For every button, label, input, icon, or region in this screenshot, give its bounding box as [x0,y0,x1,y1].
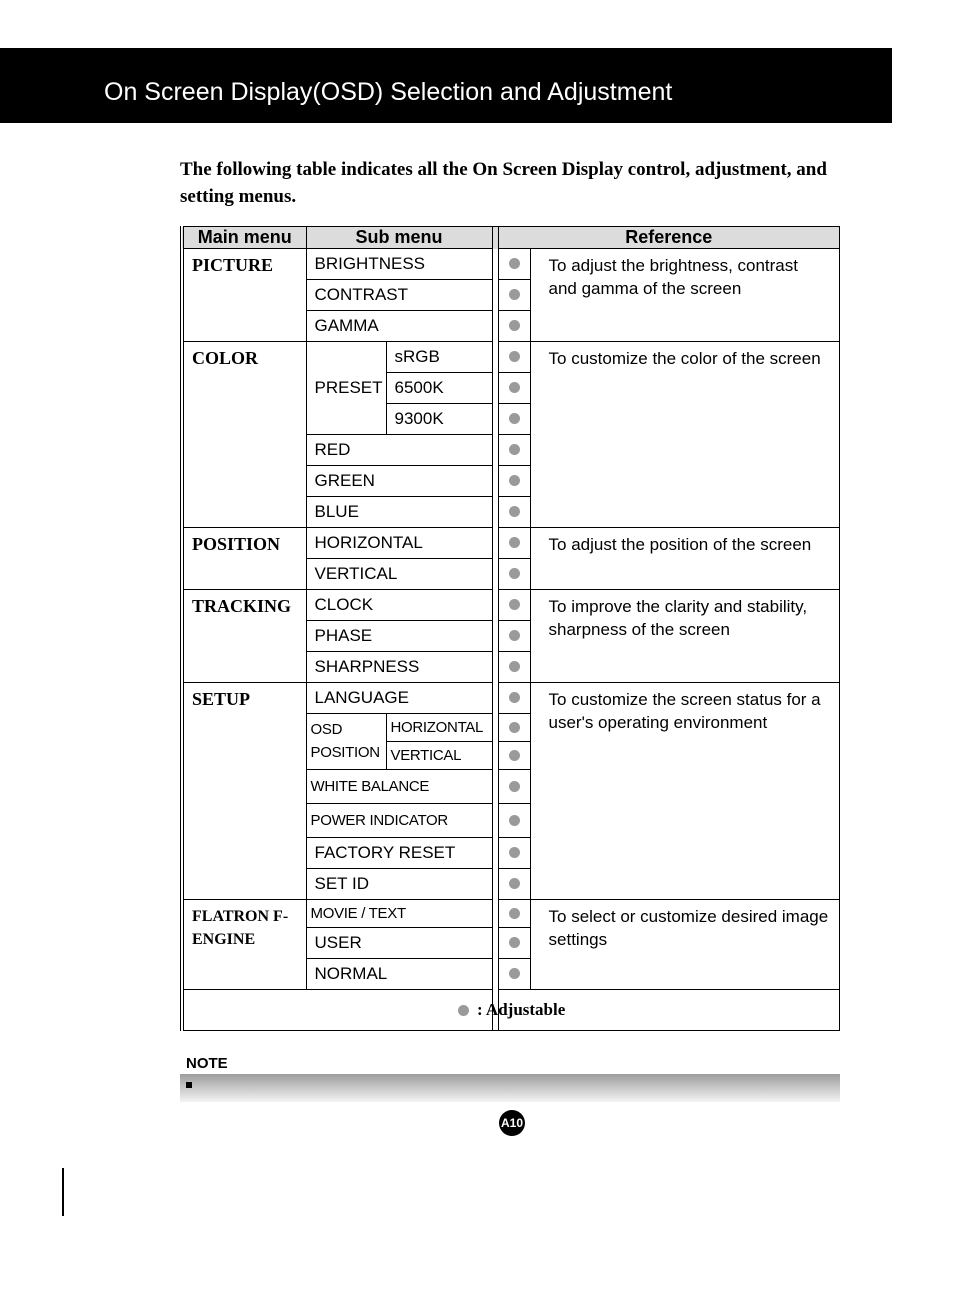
sub-user: USER [306,928,492,959]
sub-red: RED [306,435,492,466]
note-section: NOTE [180,1053,840,1102]
ref-position: To adjust the position of the screen [530,528,839,590]
sub-language: LANGUAGE [306,683,492,714]
sub-movie-text: MOVIE / TEXT [306,900,492,928]
dot [498,249,530,280]
sub-brightness: BRIGHTNESS [306,249,492,280]
sub-osd-h: HORIZONTAL [386,714,492,742]
main-position: POSITION [182,528,306,590]
ref-color: To customize the color of the screen [530,342,839,528]
sub-9300k: 9300K [386,404,492,435]
ref-fengine: To select or customize desired image set… [530,900,839,990]
page-header: On Screen Display(OSD) Selection and Adj… [0,48,892,123]
ref-setup: To customize the screen status for a use… [530,683,839,900]
osd-table: Main menu Sub menu Reference PICTURE BRI… [180,226,840,1031]
sub-osd-position: OSD POSITION [306,714,386,770]
crop-mark-top [890,48,892,96]
legend: : Adjustable [182,990,840,1031]
intro-text: The following table indicates all the On… [180,157,844,210]
sub-6500k: 6500K [386,373,492,404]
main-picture: PICTURE [182,249,306,342]
sub-blue: BLUE [306,497,492,528]
sub-factory-reset: FACTORY RESET [306,838,492,869]
main-fengine: FLATRON F-ENGINE [182,900,306,990]
sub-osd-v: VERTICAL [386,742,492,770]
page-number: A10 [180,1110,844,1136]
col-main: Main menu [182,227,306,249]
bullet-icon [186,1082,192,1088]
note-gradient [180,1074,840,1102]
sub-clock: CLOCK [306,590,492,621]
sub-srgb: sRGB [386,342,492,373]
sub-normal: NORMAL [306,959,492,990]
col-sub: Sub menu [306,227,492,249]
dot-icon [458,1005,469,1016]
legend-text: : Adjustable [477,1000,565,1019]
sub-green: GREEN [306,466,492,497]
col-ref: Reference [498,227,839,249]
sub-vertical: VERTICAL [306,559,492,590]
main-tracking: TRACKING [182,590,306,683]
sub-white-balance: WHITE BALANCE [306,770,492,804]
sub-gamma: GAMMA [306,311,492,342]
ref-tracking: To improve the clarity and stability, sh… [530,590,839,683]
sub-power-indicator: POWER INDICATOR [306,804,492,838]
main-color: COLOR [182,342,306,528]
ref-picture: To adjust the brightness, contrast and g… [530,249,839,342]
page-number-badge: A10 [499,1110,525,1136]
main-setup: SETUP [182,683,306,900]
sub-phase: PHASE [306,621,492,652]
crop-mark-bottom [62,1168,64,1216]
sub-horizontal: HORIZONTAL [306,528,492,559]
sub-contrast: CONTRAST [306,280,492,311]
sub-set-id: SET ID [306,869,492,900]
sub-preset: PRESET [306,342,386,435]
note-label: NOTE [180,1053,840,1074]
sub-sharpness: SHARPNESS [306,652,492,683]
